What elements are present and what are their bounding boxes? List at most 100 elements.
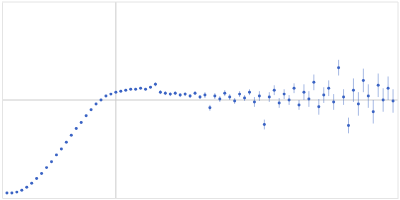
point	[20, 189, 23, 192]
error-bar	[229, 94, 230, 100]
point	[263, 123, 266, 126]
error-bar	[86, 115, 87, 117]
error-bar	[368, 84, 369, 108]
error-bar	[269, 92, 270, 102]
grid	[2, 2, 398, 198]
point	[174, 92, 177, 95]
error-bar	[209, 105, 210, 111]
point	[184, 93, 187, 96]
grid-line	[2, 100, 398, 101]
error-bar	[76, 127, 77, 129]
error-bar	[279, 98, 280, 108]
point	[382, 99, 385, 102]
point	[387, 87, 390, 90]
error-bar	[363, 69, 364, 93]
error-bar	[46, 167, 47, 169]
point	[288, 99, 291, 102]
point	[367, 95, 370, 98]
point	[327, 87, 330, 90]
point	[307, 98, 310, 101]
error-bar	[244, 95, 245, 101]
frame	[2, 2, 398, 3]
error-bar	[71, 134, 72, 136]
error-bar	[21, 189, 22, 191]
error-bar	[96, 103, 97, 105]
point	[253, 100, 256, 103]
error-bar	[160, 90, 161, 94]
error-bar	[294, 83, 295, 93]
error-bar	[130, 88, 131, 90]
point	[293, 87, 296, 90]
point	[144, 88, 147, 91]
point	[109, 93, 112, 96]
point	[159, 91, 162, 94]
frame	[398, 2, 399, 198]
error-bar	[323, 87, 324, 103]
error-bar	[145, 88, 146, 90]
point	[268, 96, 271, 99]
point	[317, 105, 320, 108]
error-bar	[328, 80, 329, 96]
point	[298, 103, 301, 106]
point	[372, 110, 375, 113]
point	[65, 141, 68, 144]
point	[70, 134, 73, 137]
point	[85, 114, 88, 117]
plot-area	[5, 60, 394, 195]
point	[134, 88, 137, 91]
error-bar	[308, 91, 309, 107]
error-bar	[180, 93, 181, 97]
error-bar	[6, 192, 7, 194]
point	[55, 153, 58, 156]
point	[114, 91, 117, 94]
error-bar	[284, 89, 285, 99]
point	[208, 106, 211, 109]
y-axis	[2, 3, 4, 199]
point	[228, 96, 231, 99]
error-bar	[254, 97, 255, 107]
error-bar	[318, 99, 319, 115]
point	[179, 94, 182, 97]
error-bar	[150, 86, 151, 88]
point	[357, 102, 360, 105]
point	[332, 100, 335, 103]
point	[149, 86, 152, 89]
error-bar	[303, 84, 304, 100]
error-bar	[66, 141, 67, 143]
point	[194, 92, 197, 95]
point	[392, 99, 395, 102]
error-bar	[125, 89, 126, 91]
point	[15, 191, 18, 194]
error-bar	[26, 186, 27, 188]
error-bar	[101, 99, 102, 101]
point	[75, 127, 78, 130]
point	[80, 121, 83, 124]
point	[347, 124, 350, 127]
point	[35, 177, 38, 180]
point	[302, 91, 305, 94]
point	[278, 101, 281, 104]
error-bar	[338, 60, 339, 76]
point	[203, 94, 206, 97]
point	[223, 92, 226, 95]
error-bar	[170, 92, 171, 96]
point	[60, 148, 63, 151]
point	[95, 102, 98, 105]
error-bar	[190, 94, 191, 98]
point	[322, 94, 325, 97]
error-bar	[343, 89, 344, 105]
point	[362, 79, 365, 82]
point	[213, 95, 216, 98]
error-bar	[140, 87, 141, 89]
point	[233, 99, 236, 102]
error-bar	[155, 82, 156, 86]
point	[30, 182, 33, 185]
point	[104, 95, 107, 98]
error-bar	[299, 100, 300, 110]
error-bar	[41, 173, 42, 175]
chart	[0, 0, 400, 200]
error-bar	[61, 148, 62, 150]
point	[377, 84, 380, 87]
error-bar	[214, 93, 215, 99]
error-bar	[81, 122, 82, 124]
